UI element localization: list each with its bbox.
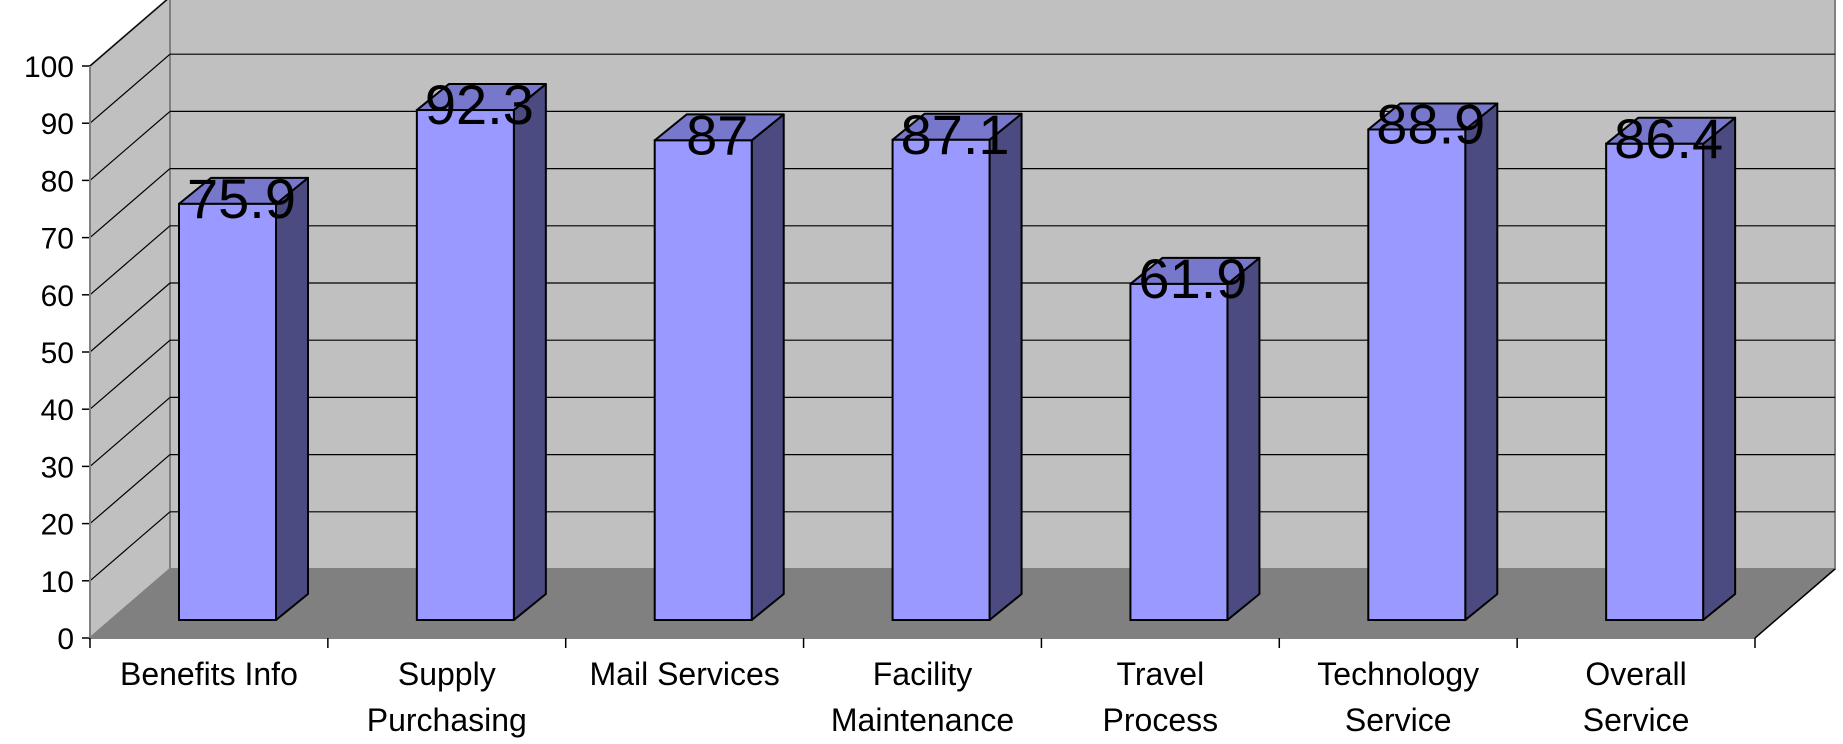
side-gridline bbox=[89, 53, 171, 124]
x-category-label: Maintenance bbox=[831, 702, 1014, 738]
bar-side bbox=[750, 113, 785, 621]
data-labels: 75.9 92.3 87 87.1 61.9 88.9 86.4 bbox=[187, 73, 1723, 310]
x-category-label: Supply bbox=[398, 656, 496, 692]
side-gridline bbox=[89, 225, 171, 296]
side-gridline bbox=[89, 339, 171, 410]
side-gridline bbox=[89, 511, 171, 582]
y-tick-label: 80 bbox=[41, 165, 74, 198]
y-tick-label: 60 bbox=[41, 280, 74, 313]
side-gridline bbox=[89, 110, 171, 181]
bar-front bbox=[1367, 128, 1467, 621]
x-category-label: Service bbox=[1583, 702, 1690, 738]
side-gridline bbox=[89, 0, 168, 67]
side-wall bbox=[89, 0, 171, 641]
data-label: 61.9 bbox=[1138, 247, 1247, 310]
bar bbox=[1605, 116, 1737, 622]
bar-side bbox=[988, 112, 1023, 621]
x-category-label: Mail Services bbox=[590, 656, 780, 692]
y-tick-label: 10 bbox=[41, 566, 74, 599]
x-category-label: Process bbox=[1103, 702, 1219, 738]
data-label: 75.9 bbox=[187, 167, 296, 230]
data-label: 87.1 bbox=[901, 103, 1010, 166]
y-tick-label: 40 bbox=[41, 394, 74, 427]
side-gridline bbox=[89, 282, 171, 353]
side-gridline bbox=[89, 168, 171, 239]
bar-front bbox=[178, 202, 277, 622]
data-label: 88.9 bbox=[1376, 92, 1485, 155]
bar-side bbox=[275, 176, 309, 621]
bar-side bbox=[512, 83, 547, 621]
bar bbox=[178, 176, 309, 622]
bar-side bbox=[1464, 102, 1499, 621]
bar-side bbox=[1702, 116, 1737, 621]
data-label: 92.3 bbox=[425, 73, 534, 136]
x-category-label: Travel bbox=[1116, 656, 1204, 692]
bars bbox=[178, 83, 1737, 622]
y-tick-label: 70 bbox=[41, 223, 74, 256]
x-category-label: Facility bbox=[873, 656, 973, 692]
y-tick-label: 50 bbox=[41, 337, 74, 370]
data-label: 86.4 bbox=[1614, 107, 1723, 170]
y-tick-label: 0 bbox=[57, 623, 74, 656]
floor-right-edge bbox=[1754, 568, 1836, 639]
x-category-label: Technology bbox=[1317, 656, 1479, 692]
data-label: 87 bbox=[686, 103, 748, 166]
y-axis: 0 10 20 30 40 50 60 70 80 90 100 bbox=[24, 51, 91, 656]
y-tick-label: 90 bbox=[41, 108, 74, 141]
x-category-label: Benefits Info bbox=[120, 656, 298, 692]
bar bbox=[653, 113, 785, 622]
x-category-label: Overall bbox=[1585, 656, 1686, 692]
bar-side bbox=[1226, 256, 1261, 621]
bar-front bbox=[1605, 142, 1705, 622]
bar-front bbox=[891, 138, 991, 621]
bar bbox=[1367, 102, 1499, 621]
bar-front bbox=[1129, 282, 1229, 621]
x-category-label: Service bbox=[1345, 702, 1452, 738]
bar bbox=[415, 83, 547, 621]
bar-front bbox=[415, 109, 515, 621]
x-axis: Benefits Info Supply Purchasing Mail Servic… bbox=[89, 568, 1836, 738]
side-gridline bbox=[89, 396, 171, 467]
y-tick-label: 30 bbox=[41, 451, 74, 484]
y-tick-label: 20 bbox=[41, 509, 74, 542]
bar bbox=[891, 112, 1023, 621]
bar-front bbox=[653, 139, 753, 622]
x-category-label: Purchasing bbox=[367, 702, 527, 738]
side-gridline bbox=[89, 454, 171, 525]
bar bbox=[1129, 256, 1261, 621]
y-tick-label: 100 bbox=[24, 51, 74, 84]
